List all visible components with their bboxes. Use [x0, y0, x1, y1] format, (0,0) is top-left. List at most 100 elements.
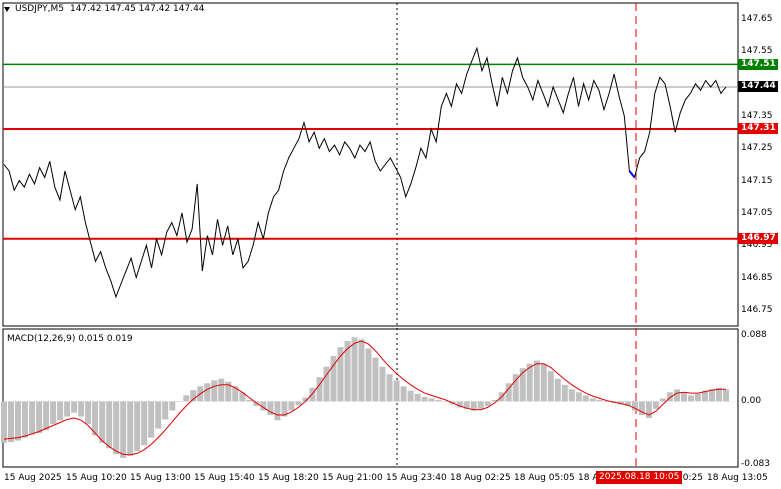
time-tick-label: 15 Aug 2025: [4, 473, 62, 483]
macd-histogram-bar: [351, 337, 358, 402]
macd-histogram-bar: [50, 401, 57, 424]
macd-histogram-bar: [204, 383, 211, 402]
macd-histogram-bar: [414, 393, 421, 402]
macd-histogram-bar: [344, 341, 351, 402]
macd-histogram-bar: [470, 401, 477, 411]
price-tick-label: 147.25: [741, 143, 773, 154]
macd-histogram-bar: [36, 401, 43, 434]
macd-histogram-bar: [330, 356, 337, 402]
price-tick-label: 147.15: [741, 175, 773, 186]
macd-tick-label: 0.00: [741, 396, 762, 407]
macd-histogram-bar: [463, 401, 470, 409]
macd-histogram-bar: [638, 401, 645, 415]
macd-indicator-label: MACD(12,26,9) 0.015 0.019: [7, 334, 133, 344]
macd-histogram-bar: [365, 348, 372, 402]
macd-histogram-bar: [505, 383, 512, 402]
macd-histogram-bar: [603, 401, 610, 402]
price-tag: 147.51: [738, 58, 778, 70]
price-tick-label: 146.85: [741, 272, 773, 283]
time-tick-label: 15 Aug 23:40: [386, 473, 447, 483]
macd-histogram-bar: [393, 380, 400, 402]
macd-histogram-bar: [85, 401, 92, 424]
price-tick-label: 146.75: [741, 304, 773, 315]
time-tick-label: 18 Aug 13:05: [707, 473, 768, 483]
price-tick-label: 147.65: [741, 14, 773, 25]
chart-title: USDJPY,M5 147.42 147.45 147.42 147.44: [4, 3, 205, 15]
macd-tick-label: 0.088: [741, 330, 767, 340]
ohlc-values: 147.42 147.45 147.42 147.44: [69, 4, 205, 14]
macd-histogram-bar: [575, 392, 582, 402]
price-panel-frame: [2, 2, 739, 327]
macd-histogram-bar: [309, 387, 316, 402]
macd-histogram-bar: [113, 401, 120, 455]
macd-histogram-bar: [379, 366, 386, 402]
macd-histogram-bar: [674, 389, 680, 402]
time-tick-label: 18 Aug 05:05: [514, 473, 575, 483]
macd-histogram-bar: [106, 401, 113, 449]
time-tick-label: 15 Aug 15:40: [194, 473, 255, 483]
macd-histogram-bar: [316, 377, 323, 402]
macd-histogram-bar: [582, 395, 589, 402]
macd-histogram-bar: [554, 378, 561, 402]
macd-histogram-bar: [176, 401, 183, 402]
macd-signal-line: [3, 340, 726, 456]
time-tick-label: 15 Aug 21:00: [322, 473, 383, 483]
macd-histogram-bar: [547, 371, 554, 402]
macd-histogram-bar: [652, 401, 659, 409]
price-tag: 146.97: [738, 233, 778, 245]
macd-histogram-bar: [43, 401, 50, 431]
macd-histogram-bar: [512, 374, 519, 402]
macd-histogram-bar: [526, 363, 533, 402]
macd-histogram-bar: [1, 401, 7, 443]
macd-histogram-bar: [141, 401, 148, 446]
time-tick-label: 15 Aug 18:20: [258, 473, 319, 483]
macd-histogram-bar: [71, 401, 78, 413]
price-tick-label: 147.55: [741, 46, 773, 57]
macd-histogram-bar: [274, 401, 281, 421]
macd-histogram-bar: [239, 392, 246, 402]
macd-histogram-bar: [302, 397, 309, 402]
macd-histogram-bar: [246, 399, 253, 402]
macd-histogram-bar: [134, 401, 141, 452]
macd-histogram-bar: [659, 398, 666, 402]
macd-histogram-bar: [127, 401, 134, 456]
macd-histogram-bar: [232, 386, 239, 402]
macd-histogram-bar: [589, 398, 596, 402]
macd-histogram-bar: [148, 401, 155, 438]
macd-histogram-bar: [407, 390, 414, 402]
macd-histogram-bar: [695, 393, 701, 402]
price-series-line: [3, 46, 727, 299]
macd-histogram-bar: [709, 389, 715, 402]
time-tick-label: 10:25: [677, 473, 703, 483]
macd-histogram-bar: [57, 401, 64, 421]
symbol-timeframe: USDJPY,M5: [15, 4, 64, 14]
macd-histogram-bar: [400, 386, 407, 402]
macd-histogram-bar: [99, 401, 106, 443]
macd-histogram-bar: [519, 368, 526, 402]
macd-histogram-bar: [540, 363, 547, 402]
macd-histogram-bar: [323, 366, 330, 402]
macd-histogram-bar: [253, 401, 260, 406]
macd-histogram-bar: [15, 401, 21, 441]
macd-histogram-bar: [120, 401, 127, 458]
macd-histogram-bar: [421, 396, 428, 402]
macd-histogram-bar: [484, 401, 491, 406]
macd-histogram-bar: [295, 401, 302, 406]
macd-histogram-bar: [169, 401, 176, 411]
macd-histogram-bar: [428, 398, 435, 402]
price-tick-label: 146.95: [741, 240, 773, 251]
macd-histogram-bar: [372, 357, 379, 402]
macd-histogram-bar: [645, 401, 652, 418]
macd-histogram-bar: [211, 380, 218, 402]
macd-histogram-bar: [183, 395, 190, 402]
crosshair-time-flag: 2025.08.18 10:05: [596, 471, 683, 484]
macd-histogram-bar: [190, 390, 197, 402]
macd-histogram-bar: [681, 392, 687, 402]
dropdown-triangle-icon[interactable]: [4, 6, 10, 12]
macd-histogram-bar: [162, 401, 169, 420]
macd-histogram-bar: [491, 399, 498, 402]
macd-histogram: [1, 337, 729, 458]
macd-histogram-bar: [288, 401, 295, 411]
macd-histogram-bar: [64, 401, 71, 417]
